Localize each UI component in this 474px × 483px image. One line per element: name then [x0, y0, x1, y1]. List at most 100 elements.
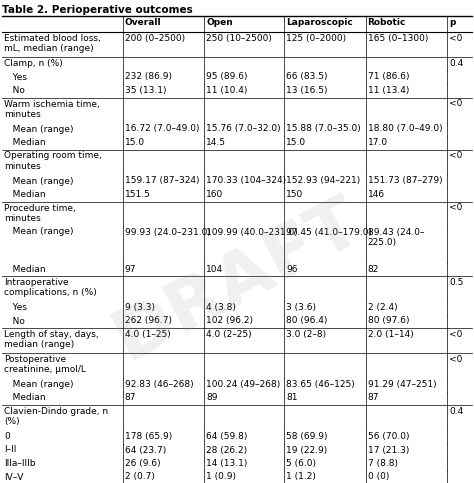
- Text: 17.0: 17.0: [367, 138, 388, 147]
- Text: 5 (6.0): 5 (6.0): [286, 459, 316, 468]
- Text: 95 (89.6): 95 (89.6): [206, 72, 248, 82]
- Text: 150: 150: [286, 190, 303, 199]
- Text: Table 2. Perioperative outcomes: Table 2. Perioperative outcomes: [2, 5, 193, 15]
- Text: 165 (0–1300): 165 (0–1300): [367, 34, 428, 43]
- Text: No: No: [4, 86, 25, 95]
- Text: 4.0 (2–25): 4.0 (2–25): [206, 330, 252, 339]
- Text: 97: 97: [125, 265, 137, 273]
- Text: 14.5: 14.5: [206, 138, 227, 147]
- Text: 71 (86.6): 71 (86.6): [367, 72, 409, 82]
- Text: No: No: [4, 316, 25, 326]
- Text: 1 (1.2): 1 (1.2): [286, 472, 316, 482]
- Text: DRAFT: DRAFT: [101, 186, 373, 374]
- Text: IIIa–IIIb: IIIa–IIIb: [4, 459, 36, 468]
- Text: 102 (96.2): 102 (96.2): [206, 316, 254, 326]
- Text: 89: 89: [206, 394, 218, 402]
- Text: <0: <0: [449, 330, 463, 339]
- Text: 4 (3.8): 4 (3.8): [206, 303, 236, 312]
- Text: Warm ischemia time,
minutes: Warm ischemia time, minutes: [4, 99, 100, 119]
- Text: 64 (23.7): 64 (23.7): [125, 445, 166, 455]
- Text: 262 (96.7): 262 (96.7): [125, 316, 172, 326]
- Text: 13 (16.5): 13 (16.5): [286, 86, 328, 95]
- Text: 3 (3.6): 3 (3.6): [286, 303, 316, 312]
- Text: 66 (83.5): 66 (83.5): [286, 72, 328, 82]
- Text: 15.76 (7.0–32.0): 15.76 (7.0–32.0): [206, 125, 281, 133]
- Text: Robotic: Robotic: [367, 18, 406, 27]
- Text: Operating room time,
minutes: Operating room time, minutes: [4, 152, 102, 171]
- Text: 109.99 (40.0–231.0): 109.99 (40.0–231.0): [206, 227, 298, 237]
- Text: 16.72 (7.0–49.0): 16.72 (7.0–49.0): [125, 125, 200, 133]
- Text: 58 (69.9): 58 (69.9): [286, 432, 328, 441]
- Text: 232 (86.9): 232 (86.9): [125, 72, 172, 82]
- Text: <0: <0: [449, 152, 463, 160]
- Text: 83.65 (46–125): 83.65 (46–125): [286, 380, 355, 389]
- Text: 80 (96.4): 80 (96.4): [286, 316, 328, 326]
- Text: Postoperative
creatinine, μmol/L: Postoperative creatinine, μmol/L: [4, 355, 86, 374]
- Text: 151.5: 151.5: [125, 190, 151, 199]
- Text: 99.93 (24.0–231.0): 99.93 (24.0–231.0): [125, 227, 211, 237]
- Text: 2 (0.7): 2 (0.7): [125, 472, 155, 482]
- Text: Intraoperative
complications, n (%): Intraoperative complications, n (%): [4, 278, 97, 298]
- Text: 100.24 (49–268): 100.24 (49–268): [206, 380, 281, 389]
- Text: 26 (9.6): 26 (9.6): [125, 459, 161, 468]
- Text: 3.0 (2–8): 3.0 (2–8): [286, 330, 326, 339]
- Text: Median: Median: [4, 190, 46, 199]
- Text: 146: 146: [367, 190, 385, 199]
- Text: 15.88 (7.0–35.0): 15.88 (7.0–35.0): [286, 125, 361, 133]
- Text: 0 (0): 0 (0): [367, 472, 389, 482]
- Text: 56 (70.0): 56 (70.0): [367, 432, 409, 441]
- Text: Median: Median: [4, 394, 46, 402]
- Text: 200 (0–2500): 200 (0–2500): [125, 34, 185, 43]
- Text: 87: 87: [125, 394, 137, 402]
- Text: 0: 0: [4, 432, 10, 441]
- Text: <0: <0: [449, 203, 463, 213]
- Text: 2.0 (1–14): 2.0 (1–14): [367, 330, 413, 339]
- Text: 7 (8.8): 7 (8.8): [367, 459, 398, 468]
- Text: 159.17 (87–324): 159.17 (87–324): [125, 176, 200, 185]
- Text: 0.5: 0.5: [449, 278, 464, 287]
- Text: IV–V: IV–V: [4, 472, 23, 482]
- Text: 104: 104: [206, 265, 224, 273]
- Text: Clavien-Dindo grade, n
(%): Clavien-Dindo grade, n (%): [4, 407, 108, 426]
- Text: 35 (13.1): 35 (13.1): [125, 86, 166, 95]
- Text: 89.43 (24.0–
225.0): 89.43 (24.0– 225.0): [367, 227, 424, 247]
- Text: Mean (range): Mean (range): [4, 227, 73, 237]
- Text: 91.29 (47–251): 91.29 (47–251): [367, 380, 436, 389]
- Text: 80 (97.6): 80 (97.6): [367, 316, 409, 326]
- Text: 92.83 (46–268): 92.83 (46–268): [125, 380, 193, 389]
- Text: 28 (26.2): 28 (26.2): [206, 445, 247, 455]
- Text: Laparoscopic: Laparoscopic: [286, 18, 353, 27]
- Text: Estimated blood loss,
mL, median (range): Estimated blood loss, mL, median (range): [4, 34, 101, 54]
- Text: 0.4: 0.4: [449, 407, 464, 416]
- Text: 18.80 (7.0–49.0): 18.80 (7.0–49.0): [367, 125, 442, 133]
- Text: p: p: [449, 18, 456, 27]
- Text: Yes: Yes: [4, 303, 27, 312]
- Text: 15.0: 15.0: [286, 138, 306, 147]
- Text: Mean (range): Mean (range): [4, 176, 73, 185]
- Text: <0: <0: [449, 355, 463, 364]
- Text: <0: <0: [449, 34, 463, 43]
- Text: 87: 87: [367, 394, 379, 402]
- Text: 96: 96: [286, 265, 298, 273]
- Text: I–II: I–II: [4, 445, 17, 455]
- Text: 15.0: 15.0: [125, 138, 145, 147]
- Text: 2 (2.4): 2 (2.4): [367, 303, 397, 312]
- Text: 178 (65.9): 178 (65.9): [125, 432, 172, 441]
- Text: Length of stay, days,
median (range): Length of stay, days, median (range): [4, 330, 99, 349]
- Text: Median: Median: [4, 138, 46, 147]
- Text: 14 (13.1): 14 (13.1): [206, 459, 248, 468]
- Text: Overall: Overall: [125, 18, 162, 27]
- Text: 82: 82: [367, 265, 379, 273]
- Text: Median: Median: [4, 265, 46, 273]
- Text: 160: 160: [206, 190, 224, 199]
- Text: 9 (3.3): 9 (3.3): [125, 303, 155, 312]
- Text: 19 (22.9): 19 (22.9): [286, 445, 327, 455]
- Text: <0: <0: [449, 99, 463, 109]
- Text: 17 (21.3): 17 (21.3): [367, 445, 409, 455]
- Text: 64 (59.8): 64 (59.8): [206, 432, 248, 441]
- Text: 97.45 (41.0–179.0): 97.45 (41.0–179.0): [286, 227, 372, 237]
- Text: 170.33 (104–324): 170.33 (104–324): [206, 176, 286, 185]
- Text: Clamp, n (%): Clamp, n (%): [4, 59, 63, 68]
- Text: 250 (10–2500): 250 (10–2500): [206, 34, 272, 43]
- Text: Mean (range): Mean (range): [4, 380, 73, 389]
